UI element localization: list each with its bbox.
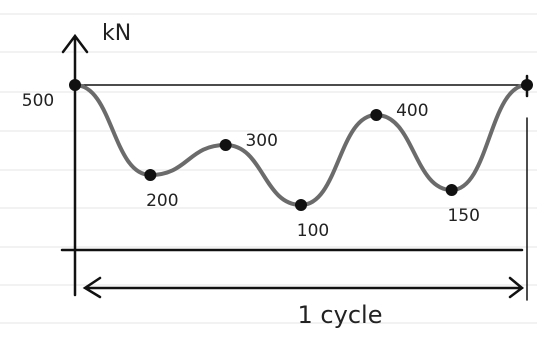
cycle-arrow [85,278,522,297]
data-label: 300 [245,131,277,151]
point [370,109,382,121]
point [521,79,533,91]
y-axis [63,36,87,295]
point [144,169,156,181]
data-label: 150 [447,206,479,226]
chart: kN 1 cycle 500 200 300 100 400 150 [0,0,537,348]
line [75,85,527,205]
data-label: 400 [396,101,428,121]
y-axis-label: kN [102,21,131,46]
point [446,184,458,196]
point [295,199,307,211]
y-tick-label: 500 [22,91,54,111]
data-label: 200 [146,191,178,211]
annotation: 1 cycle [298,301,383,329]
point [69,79,81,91]
point [220,139,232,151]
paper-lines [0,14,537,323]
data-label: 100 [297,221,329,241]
